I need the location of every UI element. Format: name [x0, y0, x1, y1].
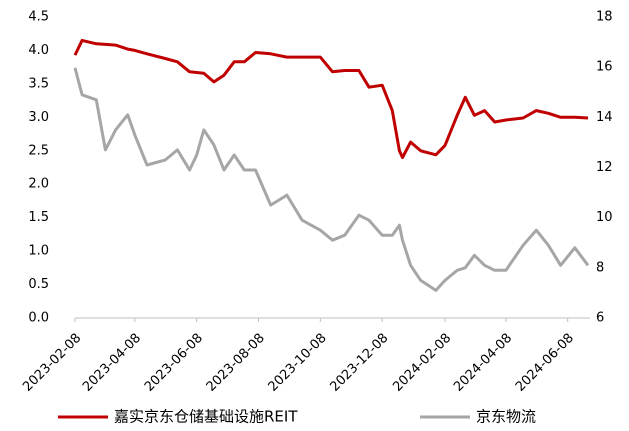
y2-tick-label: 12	[596, 160, 613, 175]
y2-tick-label: 8	[596, 260, 604, 275]
x-tick-label: 2023-08-08	[204, 331, 268, 395]
y-tick-label: 1.5	[28, 210, 49, 225]
y-tick-label: 3.0	[28, 110, 49, 125]
y-tick-label: 1.0	[28, 244, 49, 259]
x-tick-label: 2023-10-08	[266, 331, 330, 395]
x-tick-label: 2024-02-08	[390, 331, 454, 395]
x-tick-label: 2023-12-08	[327, 331, 391, 395]
y2-tick-label: 16	[596, 60, 613, 75]
x-tick-label: 2024-06-08	[513, 331, 577, 395]
x-tick-label: 2024-04-08	[451, 331, 515, 395]
x-tick-label: 2023-06-08	[142, 331, 206, 395]
y-tick-label: 4.0	[28, 43, 49, 58]
y-tick-label: 2.5	[28, 143, 49, 158]
x-tick-label: 2023-04-08	[80, 331, 144, 395]
legend-label: 嘉实京东仓储基础设施REIT	[114, 408, 298, 426]
y-tick-label: 3.5	[28, 76, 49, 91]
legend-label: 京东物流	[476, 408, 536, 426]
y-tick-label: 0.5	[28, 277, 49, 292]
y2-tick-label: 6	[596, 311, 604, 326]
series-line	[73, 38, 589, 159]
y2-tick-label: 18	[596, 10, 613, 25]
y-tick-label: 4.5	[28, 10, 49, 25]
y-tick-label: 0.0	[28, 311, 49, 326]
x-tick-label: 2023-02-08	[20, 331, 84, 395]
series-line	[73, 67, 590, 292]
y2-tick-label: 10	[596, 210, 613, 225]
y-tick-label: 2.0	[28, 177, 49, 192]
y2-tick-label: 14	[596, 110, 613, 125]
